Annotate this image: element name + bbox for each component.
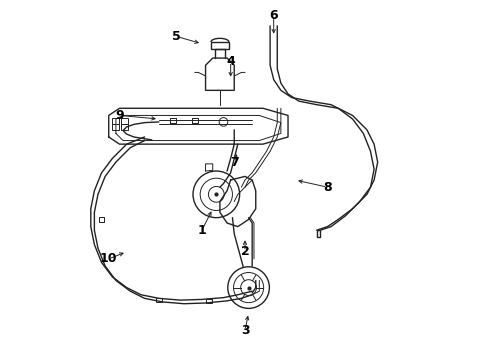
Text: 10: 10 <box>100 252 118 265</box>
Text: 8: 8 <box>323 181 332 194</box>
Text: 4: 4 <box>226 55 235 68</box>
Text: 7: 7 <box>230 156 239 168</box>
Text: 5: 5 <box>172 30 181 43</box>
Text: 6: 6 <box>270 9 278 22</box>
Text: 1: 1 <box>197 224 206 237</box>
Text: 2: 2 <box>241 245 249 258</box>
Text: 9: 9 <box>115 109 124 122</box>
Text: 3: 3 <box>241 324 249 337</box>
